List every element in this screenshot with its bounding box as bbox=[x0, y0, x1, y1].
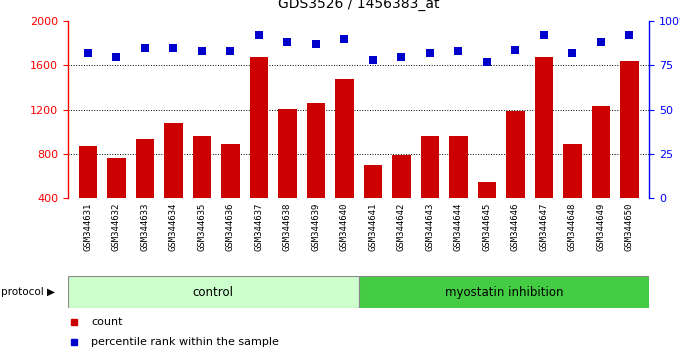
Point bbox=[197, 48, 207, 54]
Bar bbox=[392, 155, 411, 242]
Point bbox=[539, 33, 549, 38]
Text: GDS3526 / 1456383_at: GDS3526 / 1456383_at bbox=[278, 0, 439, 11]
Text: GSM344643: GSM344643 bbox=[426, 202, 435, 251]
Point bbox=[453, 48, 464, 54]
Point bbox=[367, 57, 378, 63]
Text: GSM344631: GSM344631 bbox=[84, 202, 92, 251]
Point bbox=[339, 36, 350, 42]
Point bbox=[254, 33, 265, 38]
Text: GSM344645: GSM344645 bbox=[482, 202, 492, 251]
Point bbox=[139, 45, 150, 51]
Bar bbox=[620, 61, 639, 242]
Text: GSM344633: GSM344633 bbox=[141, 202, 150, 251]
Point bbox=[311, 41, 322, 47]
Point bbox=[424, 50, 435, 56]
Bar bbox=[221, 144, 240, 242]
Text: GSM344637: GSM344637 bbox=[254, 202, 263, 251]
Text: GSM344632: GSM344632 bbox=[112, 202, 121, 251]
Bar bbox=[359, 276, 649, 308]
Point bbox=[82, 50, 93, 56]
Bar bbox=[68, 276, 359, 308]
Bar bbox=[364, 165, 382, 242]
Text: count: count bbox=[91, 317, 123, 327]
Text: GSM344649: GSM344649 bbox=[596, 202, 605, 251]
Text: GSM344636: GSM344636 bbox=[226, 202, 235, 251]
Bar bbox=[335, 79, 354, 242]
Bar bbox=[563, 144, 581, 242]
Bar bbox=[250, 57, 268, 242]
Text: GSM344640: GSM344640 bbox=[340, 202, 349, 251]
Text: protocol ▶: protocol ▶ bbox=[1, 287, 55, 297]
Bar bbox=[592, 107, 610, 242]
Bar bbox=[307, 103, 325, 242]
Point bbox=[510, 47, 521, 52]
Text: percentile rank within the sample: percentile rank within the sample bbox=[91, 337, 279, 348]
Point bbox=[396, 54, 407, 59]
Point bbox=[624, 33, 635, 38]
Text: GSM344646: GSM344646 bbox=[511, 202, 520, 251]
Text: GSM344650: GSM344650 bbox=[625, 202, 634, 251]
Text: control: control bbox=[193, 286, 234, 298]
Text: GSM344648: GSM344648 bbox=[568, 202, 577, 251]
Point bbox=[225, 48, 236, 54]
Point bbox=[596, 40, 607, 45]
Bar bbox=[107, 159, 126, 242]
Text: myostatin inhibition: myostatin inhibition bbox=[445, 286, 563, 298]
Point bbox=[168, 45, 179, 51]
Text: GSM344647: GSM344647 bbox=[539, 202, 549, 251]
Bar bbox=[477, 182, 496, 242]
Text: GSM344644: GSM344644 bbox=[454, 202, 463, 251]
Bar bbox=[421, 136, 439, 242]
Bar bbox=[192, 136, 211, 242]
Text: GSM344642: GSM344642 bbox=[397, 202, 406, 251]
Bar bbox=[79, 146, 97, 242]
Point bbox=[282, 40, 293, 45]
Bar bbox=[278, 109, 296, 242]
Text: GSM344638: GSM344638 bbox=[283, 202, 292, 251]
Point bbox=[567, 50, 578, 56]
Point bbox=[481, 59, 492, 65]
Text: GSM344634: GSM344634 bbox=[169, 202, 178, 251]
Bar bbox=[534, 57, 554, 242]
Bar bbox=[449, 136, 468, 242]
Bar bbox=[506, 111, 525, 242]
Bar bbox=[164, 123, 183, 242]
Point bbox=[111, 54, 122, 59]
Text: GSM344641: GSM344641 bbox=[369, 202, 377, 251]
Bar bbox=[136, 138, 154, 242]
Text: GSM344635: GSM344635 bbox=[197, 202, 207, 251]
Text: GSM344639: GSM344639 bbox=[311, 202, 320, 251]
